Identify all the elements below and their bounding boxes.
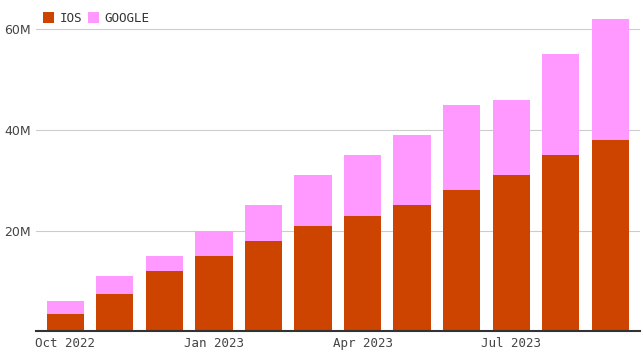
Bar: [146, 271, 183, 331]
Bar: [195, 256, 232, 331]
Bar: [493, 175, 529, 331]
Bar: [47, 301, 84, 314]
Bar: [393, 205, 431, 331]
Bar: [294, 175, 332, 225]
Bar: [97, 293, 133, 331]
Bar: [245, 241, 282, 331]
Bar: [542, 55, 579, 155]
Bar: [344, 155, 381, 216]
Bar: [97, 276, 133, 293]
Bar: [592, 140, 629, 331]
Bar: [344, 216, 381, 331]
Bar: [393, 135, 431, 205]
Bar: [47, 314, 84, 331]
Legend: IOS, GOOGLE: IOS, GOOGLE: [42, 10, 151, 26]
Bar: [245, 205, 282, 241]
Bar: [146, 256, 183, 271]
Bar: [195, 230, 232, 256]
Bar: [443, 105, 480, 190]
Bar: [542, 155, 579, 331]
Bar: [443, 190, 480, 331]
Bar: [592, 19, 629, 140]
Bar: [493, 100, 529, 175]
Bar: [294, 225, 332, 331]
